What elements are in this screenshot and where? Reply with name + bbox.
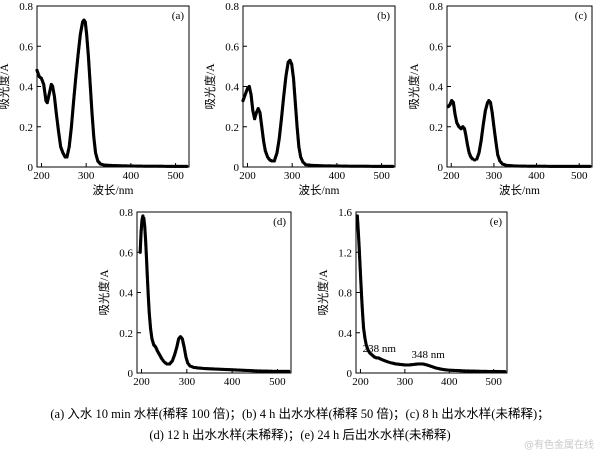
chart-panel-b: 200 300 400 500 0 0.2 0.4 0.6 0.8 吸光度/A 波长/nm (b) bbox=[203, 1, 396, 197]
y-axis-label: 吸光度/A bbox=[97, 269, 111, 316]
y-tick-label: 0.4 bbox=[19, 82, 33, 94]
x-tick-label: 200 bbox=[33, 170, 50, 182]
x-tick-label: 500 bbox=[167, 170, 184, 182]
series-a bbox=[35, 18, 189, 168]
y-tick-label: 0.2 bbox=[19, 122, 33, 134]
series-d bbox=[138, 214, 291, 373]
figure: 200 300 400 50000.20.40.60.8吸光度/A波长/nm(a)20… bbox=[0, 1, 593, 388]
y-tick-label: 0.8 bbox=[225, 1, 239, 13]
panel-label: (b) bbox=[377, 10, 390, 22]
y-tick-label: 0.2 bbox=[429, 122, 443, 134]
y-axis-label: 吸光度/A bbox=[0, 63, 11, 110]
y-tick-label: 1.2 bbox=[338, 247, 352, 259]
x-tick-label: 400 bbox=[441, 376, 458, 388]
caption-line-2-text: (d) 12 h 出水水样(未稀释)；(e) 24 h 后出水水样(未稀释) bbox=[149, 428, 451, 442]
data-point bbox=[391, 164, 395, 168]
caption-line-2-wrap: (d) 12 h 出水水样(未稀释)；(e) 24 h 后出水水样(未稀释) bbox=[0, 426, 600, 445]
x-axis-label: 波长/nm bbox=[299, 184, 340, 197]
x-tick-label: 500 bbox=[269, 376, 286, 388]
y-tick-label: 0.2 bbox=[225, 122, 239, 134]
y-axis-label: 吸光度/A bbox=[316, 269, 330, 316]
y-tick-label: 0 bbox=[28, 162, 34, 174]
chart-panel-d: 200 300 400 500 0 0.2 0.4 0.6 0.8 吸光度/A (d) bbox=[97, 207, 292, 388]
y-tick-label: 0.4 bbox=[119, 288, 133, 300]
y-tick-label: 0 bbox=[438, 162, 444, 174]
x-tick-label: 500 bbox=[373, 170, 390, 182]
panel-label: (a) bbox=[172, 10, 185, 22]
x-tick-label: 500 bbox=[485, 376, 502, 388]
x-axis-label: 波长/nm bbox=[499, 184, 540, 197]
x-tick-label: 300 bbox=[179, 376, 196, 388]
x-tick-label: 400 bbox=[123, 170, 140, 182]
data-point bbox=[270, 159, 274, 163]
chart-panel-a: 200 300 400 500 0 0.2 0.4 0.6 0.8 吸光度/A 波长/nm (a) bbox=[0, 1, 190, 197]
x-tick-label: 300 bbox=[397, 376, 414, 388]
x-axis-label: 波长/nm bbox=[93, 184, 134, 197]
y-tick-label: 0.6 bbox=[225, 41, 239, 53]
y-tick-label: 0.6 bbox=[429, 41, 443, 53]
series-b bbox=[241, 58, 395, 168]
panel-label: (c) bbox=[575, 10, 588, 22]
x-tick-label: 400 bbox=[224, 376, 241, 388]
peak-annotation: 238 nm bbox=[363, 343, 397, 355]
y-tick-label: 0.4 bbox=[338, 328, 352, 340]
chart-panel-e: 200 300 400 500 0 0.4 0.8 1.2 1.6 吸光度/A (e) 238 nm 3… bbox=[316, 207, 508, 388]
data-point bbox=[503, 369, 507, 374]
plot-frame bbox=[242, 5, 396, 168]
y-tick-label: 0 bbox=[234, 162, 240, 174]
y-tick-label: 0 bbox=[128, 368, 134, 380]
x-tick-label: 400 bbox=[528, 170, 545, 182]
panel-label: (d) bbox=[273, 216, 286, 228]
x-tick-label: 400 bbox=[329, 170, 346, 182]
watermark: @有色金属在线 bbox=[524, 440, 594, 451]
panel-label: (e) bbox=[490, 216, 503, 228]
x-tick-label: 300 bbox=[284, 170, 301, 182]
peak-annotation: 348 nm bbox=[412, 349, 446, 361]
y-axis-label: 吸光度/A bbox=[407, 63, 421, 110]
y-tick-label: 0.4 bbox=[429, 82, 443, 94]
series-c bbox=[446, 98, 592, 168]
y-tick-label: 0.8 bbox=[19, 1, 33, 13]
x-tick-label: 500 bbox=[571, 170, 588, 182]
data-point bbox=[287, 369, 291, 373]
y-tick-label: 1.6 bbox=[338, 207, 352, 219]
plot-frame bbox=[136, 211, 292, 374]
series-e bbox=[355, 214, 507, 374]
caption-line-1-text: (a) 入水 10 min 水样(稀释 100 倍)；(b) 4 h 出水水样(… bbox=[50, 407, 550, 421]
y-tick-label: 0.4 bbox=[225, 82, 239, 94]
y-tick-label: 0.8 bbox=[119, 207, 133, 219]
x-tick-label: 200 bbox=[239, 170, 256, 182]
x-tick-label: 200 bbox=[133, 376, 150, 388]
y-tick-label: 0.8 bbox=[338, 288, 352, 300]
y-tick-label: 0.8 bbox=[429, 1, 443, 13]
data-point bbox=[185, 164, 189, 168]
y-axis-label: 吸光度/A bbox=[203, 63, 217, 110]
x-tick-label: 200 bbox=[352, 376, 369, 388]
y-tick-label: 0.2 bbox=[119, 328, 133, 340]
data-point bbox=[588, 164, 592, 168]
x-tick-label: 200 bbox=[443, 170, 460, 182]
chart-panel-c: 200 300 400 500 0 0.2 0.4 0.6 0.8 吸光度/A 波长/nm (c) bbox=[407, 1, 593, 197]
y-tick-label: 0.6 bbox=[119, 247, 133, 259]
x-tick-label: 300 bbox=[78, 170, 95, 182]
y-tick-label: 0.6 bbox=[19, 41, 33, 53]
y-tick-label: 0 bbox=[347, 368, 353, 380]
x-tick-label: 300 bbox=[486, 170, 503, 182]
caption-line-1-wrap: (a) 入水 10 min 水样(稀释 100 倍)；(b) 4 h 出水水样(… bbox=[0, 405, 600, 424]
